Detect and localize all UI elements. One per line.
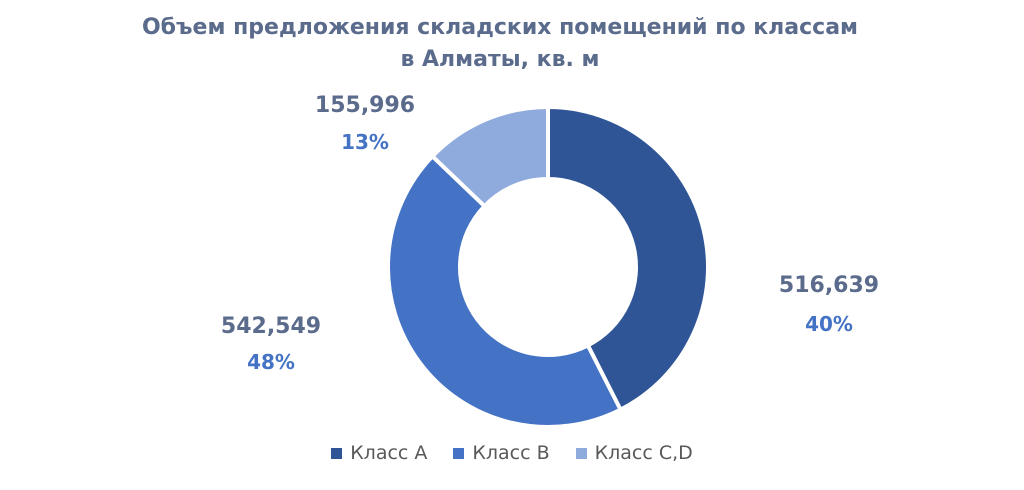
legend-item-class-a: Класс А bbox=[331, 442, 427, 464]
chart-title: Объем предложения складских помещений по… bbox=[0, 12, 1000, 76]
legend-swatch-class-b bbox=[453, 447, 465, 459]
chart-legend: Класс А Класс В Класс С,D bbox=[0, 442, 1024, 464]
legend-label-class-cd: Класс С,D bbox=[594, 442, 693, 464]
donut-slice-class-a bbox=[546, 105, 710, 412]
data-label-percent-class-cd: 13% bbox=[341, 130, 389, 154]
chart-title-line-1: Объем предложения складских помещений по… bbox=[141, 15, 859, 40]
legend-label-class-b: Класс В bbox=[472, 442, 550, 464]
data-label-value-class-a: 516,639 bbox=[779, 273, 879, 298]
legend-swatch-class-a bbox=[331, 447, 343, 459]
data-label-value-class-cd: 155,996 bbox=[315, 93, 415, 118]
donut-slices bbox=[386, 105, 710, 429]
legend-label-class-a: Класс А bbox=[350, 442, 428, 464]
data-label-percent-class-a: 40% bbox=[805, 312, 853, 336]
data-label-percent-class-b: 48% bbox=[247, 350, 295, 374]
legend-swatch-class-cd bbox=[575, 447, 587, 459]
chart-title-line-2: в Алматы, кв. м bbox=[400, 47, 600, 72]
data-label-value-class-b: 542,549 bbox=[221, 314, 321, 339]
donut-slice-class-cd bbox=[430, 105, 550, 209]
legend-item-class-cd: Класс С,D bbox=[575, 442, 693, 464]
donut-slice-class-b bbox=[386, 154, 623, 429]
legend-item-class-b: Класс В bbox=[453, 442, 550, 464]
